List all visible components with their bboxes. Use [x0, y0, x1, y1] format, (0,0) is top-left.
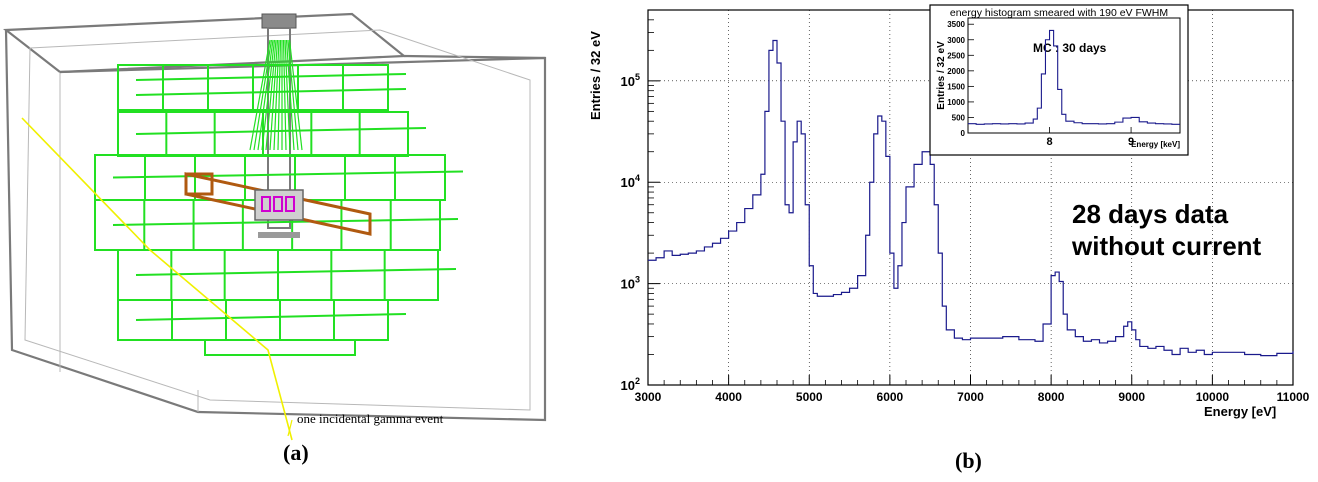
spectrum-annotation: 28 days data without current	[1072, 198, 1261, 262]
fiber-line	[288, 39, 303, 151]
veto-cell-depth	[112, 218, 459, 226]
x-tick-label: 4000	[715, 390, 742, 404]
inset-y-axis-label: Entries / 32 eV	[936, 41, 947, 110]
veto-cell-depth	[135, 127, 427, 135]
gamma-event-callout: one incidental gamma event	[297, 411, 444, 426]
detector-support	[258, 232, 300, 238]
fiber-line	[249, 39, 271, 151]
callout-pointer	[287, 419, 293, 437]
x-tick-label: 9000	[1118, 390, 1145, 404]
inset-y-tick-label: 3500	[947, 20, 965, 29]
fiber-line	[265, 39, 277, 151]
veto-cell-depth	[135, 313, 407, 321]
x-tick-label: 10000	[1196, 390, 1230, 404]
panel-label-a: (a)	[283, 440, 309, 465]
y-tick-label: 103	[621, 275, 640, 292]
inset-series	[968, 29, 1180, 125]
inset-annotation: MC : 30 days	[1033, 41, 1107, 55]
y-tick-label: 102	[621, 376, 640, 393]
inset-frame	[929, 4, 1189, 156]
sdd-element	[285, 196, 295, 212]
sdd-element	[273, 196, 283, 212]
fiber-line	[257, 39, 274, 151]
y-tick-label: 105	[621, 72, 640, 89]
inset-x-tick-label: 8	[1046, 136, 1052, 148]
inset-y-tick-label: 0	[961, 129, 966, 138]
gamma-track	[21, 117, 293, 441]
x-tick-label: 8000	[1038, 390, 1065, 404]
fiber-line	[287, 39, 299, 151]
x-tick-label: 6000	[877, 390, 904, 404]
inset-plot-frame	[967, 17, 1181, 134]
x-tick-label: 5000	[796, 390, 823, 404]
annotation-line-1: 28 days data	[1072, 199, 1229, 229]
fiber-line	[277, 39, 282, 151]
inset-y-tick-label: 3000	[947, 36, 965, 45]
fiber-line	[261, 39, 276, 151]
veto-cell-depth	[135, 268, 457, 276]
fiber-line	[273, 39, 280, 151]
inset-title: energy histogram smeared with 190 eV FWH…	[950, 7, 1168, 19]
inset-y-tick-label: 500	[952, 113, 966, 122]
spectrum-x-axis-label: Energy [eV]	[1204, 404, 1277, 419]
inset-y-tick-label: 1500	[947, 82, 965, 91]
fiber-line	[282, 39, 287, 151]
x-tick-label: 3000	[635, 390, 662, 404]
detector-geometry-view	[2, 12, 547, 441]
veto-cell-depth	[112, 170, 464, 179]
target-bar-end	[184, 172, 214, 196]
inset-y-tick-label: 2000	[947, 67, 965, 76]
y-tick-label: 104	[621, 173, 640, 190]
sdd-element	[261, 196, 271, 212]
fiber-line	[253, 39, 273, 151]
spectrum-series	[648, 39, 1294, 357]
x-tick-label: 11000	[1277, 390, 1310, 404]
inset-x-tick-label: 9	[1128, 136, 1134, 148]
inset-x-axis-label: Energy [keV]	[1131, 140, 1180, 149]
fiber-line	[285, 39, 295, 151]
veto-cell-bottom	[204, 339, 356, 356]
inset-y-tick-label: 1000	[947, 98, 965, 107]
veto-cell-depth	[135, 73, 407, 81]
annotation-line-2: without current	[1072, 231, 1262, 261]
fiber-line	[269, 39, 279, 151]
panel-label-b: (b)	[955, 448, 982, 473]
inset-y-tick-label: 2500	[947, 51, 965, 60]
x-tick-label: 7000	[957, 390, 984, 404]
fiber-line	[284, 39, 291, 151]
inner-box	[24, 29, 531, 411]
